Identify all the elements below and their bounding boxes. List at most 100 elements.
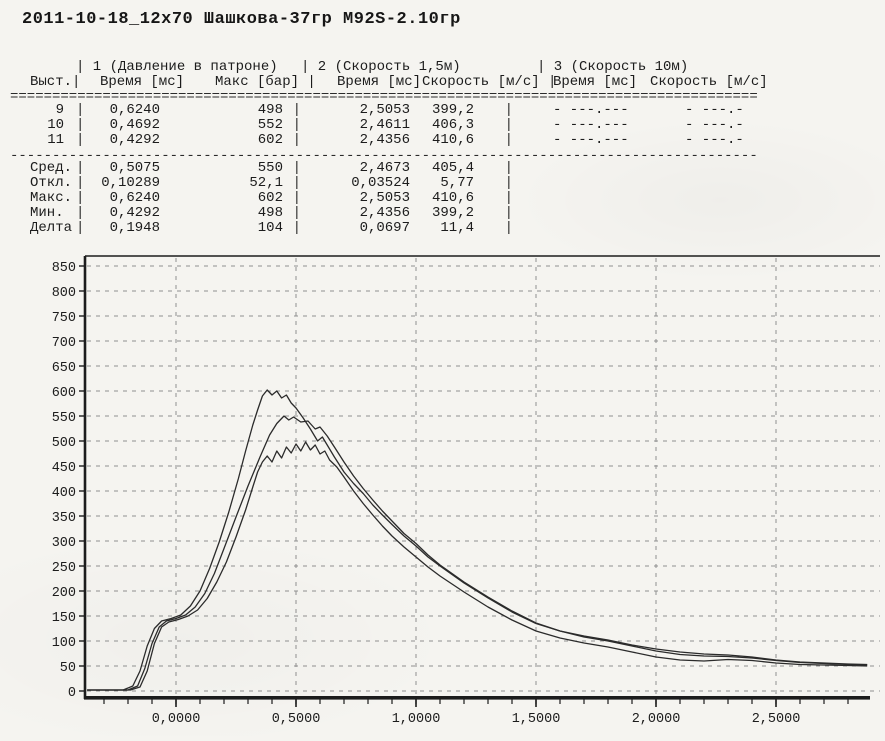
col-header-vel2: Скорость [м/с] | [422,74,557,90]
column-divider: | [504,102,513,118]
shot-number: 11 [47,132,64,148]
column-divider: | [292,175,301,191]
group-header-velocity-10m: | 3 (Скорость 10м) [537,59,689,75]
col-header-shot: Выст.| [30,74,81,90]
y-tick-label: 50 [60,661,76,676]
empty-cell [513,161,685,176]
empty-cell [513,191,685,206]
column-divider: | [292,160,301,176]
time-ms-2: 2,4611 [359,117,410,133]
x-tick-label: 0,5000 [272,712,321,727]
table-row-stddev: Откл. | 0,10289 52,1 | 0,03524 5,77 | [30,176,815,191]
x-tick-label: 2,5000 [752,712,801,727]
column-divider: | [292,102,301,118]
velocity-1-5m: 406,3 [431,117,474,133]
x-tick-label: 2,0000 [632,712,681,727]
max-bar: 498 [257,205,283,221]
separator-double: ========================================… [10,90,758,105]
y-tick-label: 100 [52,636,76,651]
table-row-min: Мин. | 0,4292 498 | 2,4356 399,2 | [30,206,815,221]
column-divider: | [76,117,85,133]
table-row-delta: Делта | 0,1948 104 | 0,0697 11,4 | [30,221,815,236]
velocity-10m: - ---.- [685,117,744,133]
pressure-curve-shot-10 [87,415,868,691]
column-divider: | [76,132,85,148]
column-divider: | [76,102,85,118]
time-ms-3: - ---.--- [553,102,629,118]
y-tick-label: 250 [52,561,76,576]
column-divider: | [292,190,301,206]
max-bar: 498 [257,102,283,118]
column-divider: | [504,220,513,236]
time-ms-2: 0,03524 [351,175,410,191]
time-ms-2: 2,4356 [359,205,410,221]
y-tick-label: 200 [52,586,76,601]
y-tick-label: 150 [52,611,76,626]
table-row-mean: Сред. | 0,5075 550 | 2,4673 405,4 | [30,161,815,176]
column-divider: | [504,190,513,206]
pressure-curve-shot-11 [87,389,868,691]
y-tick-label: 500 [52,436,76,451]
y-tick-label: 400 [52,486,76,501]
y-tick-label: 600 [52,386,76,401]
time-ms-2: 2,4673 [359,160,410,176]
column-divider: | [504,117,513,133]
max-bar: 104 [257,220,283,236]
column-divider: | [292,117,301,133]
table-row-shot-11: 11 | 0,4292 602 | 2,4356 410,6 | - ---.-… [30,133,815,148]
time-ms-3: - ---.--- [553,117,629,133]
stat-label: Сред. [30,160,73,176]
empty-cell [513,206,685,221]
time-ms-1: 0,6240 [109,190,160,206]
empty-cell [685,161,785,176]
empty-cell [685,191,785,206]
column-divider: | [292,205,301,221]
col-header-vel3: Скорость [м/с] [650,74,768,90]
shot-number: 9 [55,102,64,118]
time-ms-1: 0,4292 [109,132,160,148]
y-tick-label: 300 [52,536,76,551]
y-tick-label: 350 [52,511,76,526]
empty-cell [685,221,785,236]
time-ms-2: 0,0697 [359,220,410,236]
column-divider: | [76,205,85,221]
time-ms-1: 0,4692 [109,117,160,133]
group-header-velocity-1-5m: | 2 (Скорость 1,5м) [301,59,461,75]
stat-label: Откл. [30,175,73,191]
time-ms-1: 0,10289 [101,175,160,191]
group-header-pressure: | 1 (Давление в патроне) [76,59,278,75]
page-title: 2011-10-18_12x70 Шашкова-37гр M92S-2.10г… [22,10,461,29]
column-divider: | [292,220,301,236]
velocity-10m: - ---.- [685,132,744,148]
time-ms-1: 0,6240 [109,102,160,118]
time-ms-2: 2,5053 [359,102,410,118]
x-tick-label: 1,0000 [392,712,441,727]
max-bar: 602 [257,132,283,148]
y-tick-label: 850 [52,261,76,276]
stat-label: Делта [30,220,73,236]
x-axis-line [84,696,870,700]
time-ms-2: 2,4356 [359,132,410,148]
col-header-max-bar: Макс [бар] | [215,74,316,90]
y-tick-label: 750 [52,311,76,326]
column-divider: | [504,205,513,221]
shot-number: 10 [47,117,64,133]
velocity-1-5m: 5,77 [440,175,474,191]
y-tick-label: 700 [52,336,76,351]
y-tick-label: 0 [68,686,76,701]
max-bar: 550 [257,160,283,176]
column-divider: | [76,175,85,191]
empty-cell [513,176,685,191]
x-tick-label: 1,5000 [512,712,561,727]
y-tick-label: 650 [52,361,76,376]
col-header-time3: Время [мс] [553,74,638,90]
table-row-shot-10: 10 | 0,4692 552 | 2,4611 406,3 | - ---.-… [30,118,815,133]
time-ms-3: - ---.--- [553,132,629,148]
col-header-time2: Время [мс] [337,74,422,90]
y-tick-label: 450 [52,461,76,476]
column-divider: | [292,132,301,148]
empty-cell [685,206,785,221]
column-divider: | [504,175,513,191]
max-bar: 552 [257,117,283,133]
